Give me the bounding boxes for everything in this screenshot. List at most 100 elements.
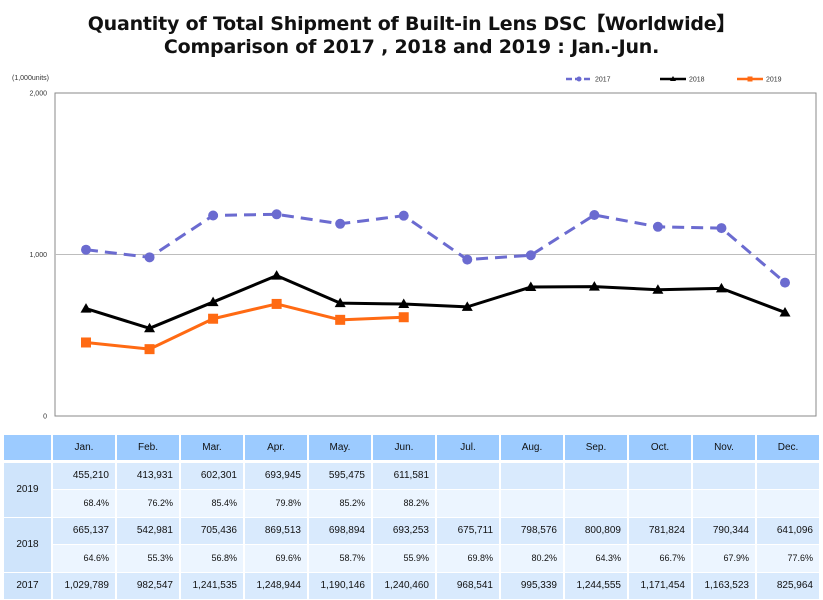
table-cell-units: 995,339	[501, 572, 563, 600]
table-row-2019-units: 2019 455,210 413,931 602,301 693,945 595,475 6…	[4, 462, 819, 518]
table-header-month: Dec.	[757, 435, 819, 463]
data-point-2018	[525, 281, 537, 292]
table-cell-units: 542,981	[117, 517, 179, 545]
table-cell-units: 602,301	[181, 462, 243, 490]
table-header-month: Jul.	[437, 435, 499, 463]
table-header-month: Nov.	[693, 435, 755, 463]
table-header-month: Jun.	[373, 435, 435, 463]
y-tick-label: 1,000	[29, 252, 47, 259]
table-row-2018-units: 2018 665,137 542,981 705,436 869,513 698,894 6…	[4, 517, 819, 573]
table-cell-yoy-percent: 85.4%	[181, 490, 243, 518]
data-point-2019	[335, 314, 346, 325]
table-cell-units: 800,809	[565, 517, 627, 545]
table-cell-yoy-percent	[437, 490, 499, 518]
data-point-2017	[335, 218, 346, 229]
table-cell-units: 693,945	[245, 462, 307, 490]
table-cell-yoy-percent: 77.6%	[757, 545, 819, 573]
table-cell-units: 665,137	[53, 517, 115, 545]
line-chart: (1,000units) 0 1,000 2,000 2017 2018 2019	[12, 75, 817, 421]
table-cell-units: 1,190,146	[309, 572, 371, 600]
legend-marker	[670, 76, 676, 81]
table-cell-units: 1,241,535	[181, 572, 243, 600]
data-point-2017	[589, 210, 600, 221]
table-header-month: Jan.	[53, 435, 115, 463]
legend-marker	[576, 76, 582, 82]
legend-item-2019: 2019	[737, 76, 782, 84]
legend-label: 2018	[689, 77, 705, 84]
legend-label: 2019	[766, 77, 782, 84]
table-cell-units	[501, 462, 563, 490]
table-cell-yoy-percent: 76.2%	[117, 490, 179, 518]
table-cell-units: 705,436	[181, 517, 243, 545]
table-cell-units: 982,547	[117, 572, 179, 600]
table-header-month: Sep.	[565, 435, 627, 463]
table-row-2017-units: 2017 1,029,789 982,547 1,241,535 1,248,944 1,…	[4, 572, 819, 600]
table-cell-units: 641,096	[757, 517, 819, 545]
table-cell-units	[437, 462, 499, 490]
table-cell-units: 675,711	[437, 517, 499, 545]
table-header-month: Mar.	[181, 435, 243, 463]
data-point-2019	[398, 312, 409, 323]
table-year-label: 2018	[4, 517, 51, 573]
table-header-month: Feb.	[117, 435, 179, 463]
table-cell-yoy-percent: 68.4%	[53, 490, 115, 518]
series-2018	[80, 270, 791, 333]
table-cell-units	[693, 462, 755, 490]
data-point-2017	[271, 209, 282, 220]
legend-marker	[747, 76, 753, 82]
data-point-2018	[779, 306, 791, 317]
data-point-2019	[208, 313, 219, 324]
legend-item-2017: 2017	[566, 76, 611, 84]
data-point-2017	[208, 210, 219, 221]
table-cell-yoy-percent: 80.2%	[501, 545, 563, 573]
data-point-2017	[398, 210, 409, 221]
y-tick-label: 0	[43, 414, 47, 421]
data-point-2019	[271, 298, 282, 309]
table-cell-units: 790,344	[693, 517, 755, 545]
data-point-2017	[652, 221, 663, 232]
data-point-2017	[525, 250, 536, 261]
data-point-2018	[461, 301, 473, 311]
table-cell-yoy-percent	[757, 490, 819, 518]
table-cell-yoy-percent: 69.6%	[245, 545, 307, 573]
table-header-month: May.	[309, 435, 371, 463]
data-point-2018	[715, 282, 727, 293]
data-point-2018	[334, 297, 346, 308]
table-row-2018-yoy: 64.6% 55.3% 56.8% 69.6% 58.7% 55.9% 69.8% 80.2%…	[4, 545, 819, 573]
data-point-2018	[271, 270, 283, 280]
table-cell-units	[757, 462, 819, 490]
table-cell-units: 595,475	[309, 462, 371, 490]
table-cell-yoy-percent: 56.8%	[181, 545, 243, 573]
y-tick-label: 2,000	[29, 91, 47, 98]
series-line-2018	[85, 274, 786, 330]
table-cell-yoy-percent: 58.7%	[309, 545, 371, 573]
table-year-label: 2019	[4, 462, 51, 518]
data-point-2018	[588, 281, 600, 291]
table-cell-units: 798,576	[501, 517, 563, 545]
series-line-2019	[85, 302, 404, 351]
table-cell-units: 455,210	[53, 462, 115, 490]
table-cell-units: 869,513	[245, 517, 307, 545]
table-cell-yoy-percent	[629, 490, 691, 518]
table-cell-units: 1,244,555	[565, 572, 627, 600]
data-point-2017	[716, 223, 727, 234]
table-cell-units: 1,029,789	[53, 572, 115, 600]
chart-title-line-1: Quantity of Total Shipment of Built-in L…	[87, 13, 736, 35]
table-year-label: 2017	[4, 572, 51, 600]
table-cell-units: 825,964	[757, 572, 819, 600]
data-point-2018	[398, 298, 410, 309]
y-axis-label: (1,000units)	[12, 75, 49, 82]
table-corner-cell	[4, 435, 51, 463]
table-header-month: Aug.	[501, 435, 563, 463]
table-cell-yoy-percent	[565, 490, 627, 518]
table-cell-yoy-percent	[693, 490, 755, 518]
data-table: Jan. Feb. Mar. Apr. May. Jun. Jul. Aug. Sep. Oct.…	[2, 435, 821, 600]
table-cell-yoy-percent: 66.7%	[629, 545, 691, 573]
table-cell-yoy-percent: 69.8%	[437, 545, 499, 573]
table-cell-yoy-percent: 67.9%	[693, 545, 755, 573]
table-cell-units: 781,824	[629, 517, 691, 545]
legend-item-2018: 2018	[660, 76, 705, 84]
table-cell-yoy-percent: 88.2%	[373, 490, 435, 518]
table-header-row: Jan. Feb. Mar. Apr. May. Jun. Jul. Aug. Sep. Oct.…	[4, 435, 819, 463]
table-cell-units: 968,541	[437, 572, 499, 600]
